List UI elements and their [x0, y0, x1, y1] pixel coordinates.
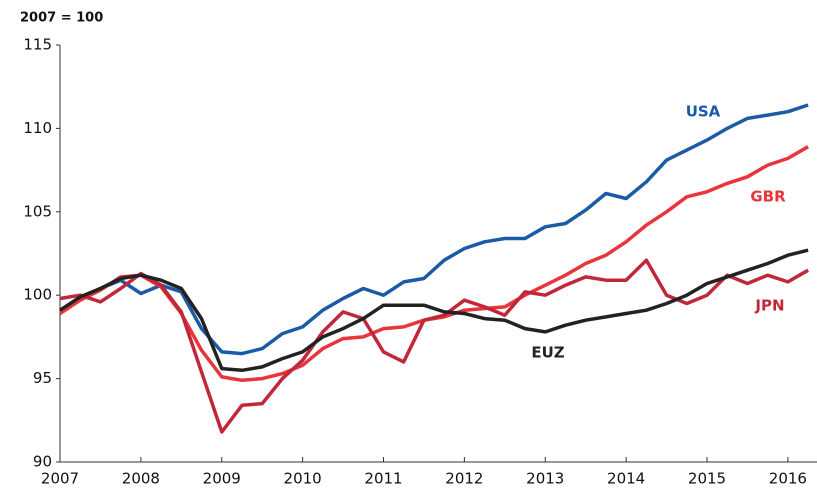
y-tick-label: 115 — [23, 36, 52, 54]
series-line — [59, 248, 809, 373]
series-line — [59, 145, 809, 383]
x-tick-label: 2010 — [284, 470, 322, 488]
x-tick-label: 2007 — [41, 470, 79, 488]
series-label: USA — [686, 103, 721, 121]
x-tick-label: 2016 — [769, 470, 807, 488]
y-tick-label: 110 — [23, 119, 52, 137]
y-tick-label: 105 — [23, 202, 52, 220]
y-tick-label: 95 — [33, 369, 52, 387]
x-tick-label: 2015 — [688, 470, 726, 488]
x-tick-label: 2008 — [122, 470, 160, 488]
x-tick-label: 2009 — [203, 470, 241, 488]
y-tick-label: 90 — [33, 453, 52, 471]
series-line — [59, 103, 809, 356]
series-label: GBR — [750, 188, 786, 206]
series-line — [59, 258, 809, 434]
x-tick-label: 2012 — [445, 470, 483, 488]
series-label: EUZ — [531, 344, 564, 362]
series-label: JPN — [754, 297, 784, 315]
x-tick-label: 2014 — [607, 470, 645, 488]
x-tick-label: 2011 — [364, 470, 402, 488]
y-axis-label: 2007 = 100 — [20, 11, 103, 26]
x-tick-label: 2013 — [526, 470, 564, 488]
y-tick-label: 100 — [23, 286, 52, 304]
